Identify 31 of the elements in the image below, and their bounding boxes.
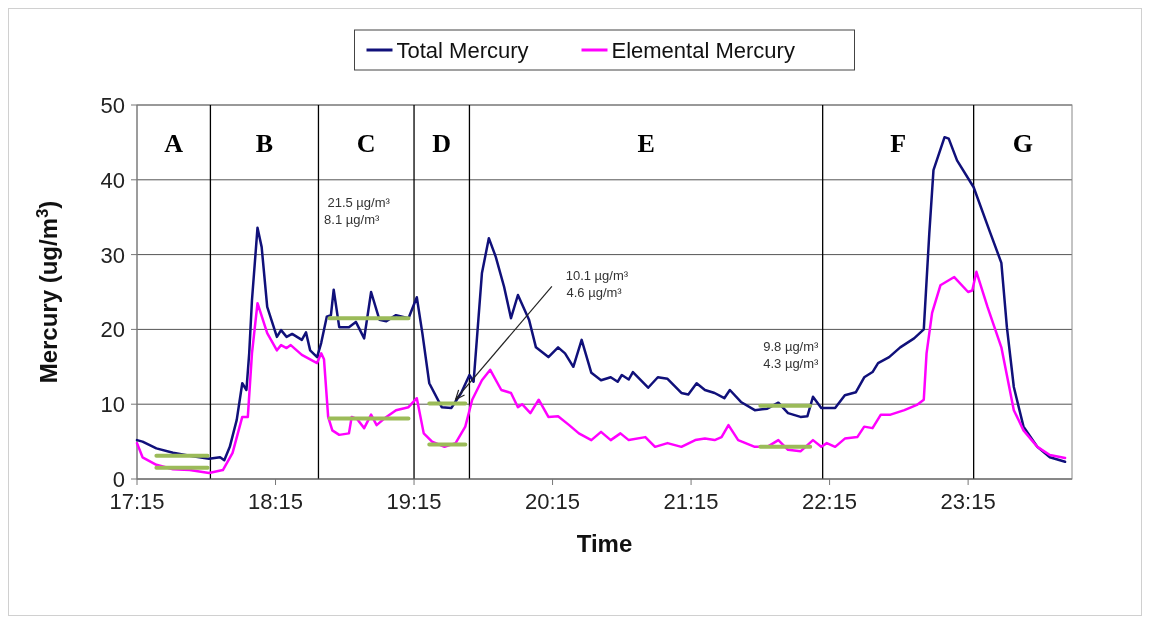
x-tick-label: 19:15: [386, 489, 442, 514]
x-tick-label: 23:15: [940, 489, 996, 514]
x-tick-label: 21:15: [663, 489, 719, 514]
annotation: 4.3 µg/m³: [763, 355, 820, 371]
annotation: 8.1 µg/m³: [324, 212, 380, 228]
annotation: 9.8 µg/m³: [763, 338, 820, 354]
y-tick-label: 50: [100, 93, 125, 118]
y-tick-label: 10: [100, 392, 125, 418]
annotation: E: [637, 129, 655, 159]
y-tick-label: 20: [100, 317, 125, 343]
annotation: 10.1 µg/m³: [565, 267, 629, 283]
line-series: [135, 270, 1067, 475]
x-tick-label: 20:15: [525, 489, 581, 514]
annotation: B: [255, 129, 274, 159]
y-tick-label: 0: [112, 467, 125, 492]
annotation: C: [356, 129, 376, 159]
x-axis-title: Time: [576, 530, 633, 557]
legend-label: Elemental Mercury: [611, 38, 795, 63]
annotation: 21.5 µg/m³: [327, 195, 391, 211]
line-series: [135, 135, 1067, 464]
y-tick-label: 30: [100, 242, 125, 268]
annotation: D: [432, 129, 452, 159]
x-tick-label: 17:15: [109, 489, 165, 514]
annotation: G: [1012, 129, 1033, 159]
x-tick-label: 22:15: [802, 489, 858, 514]
legend-label: Total Mercury: [396, 38, 529, 63]
annotation: F: [890, 129, 907, 159]
annotation: 4.6 µg/m³: [566, 284, 623, 300]
annotation: A: [164, 129, 184, 159]
x-tick-label: 18:15: [247, 489, 304, 514]
y-tick-label: 40: [100, 167, 125, 193]
